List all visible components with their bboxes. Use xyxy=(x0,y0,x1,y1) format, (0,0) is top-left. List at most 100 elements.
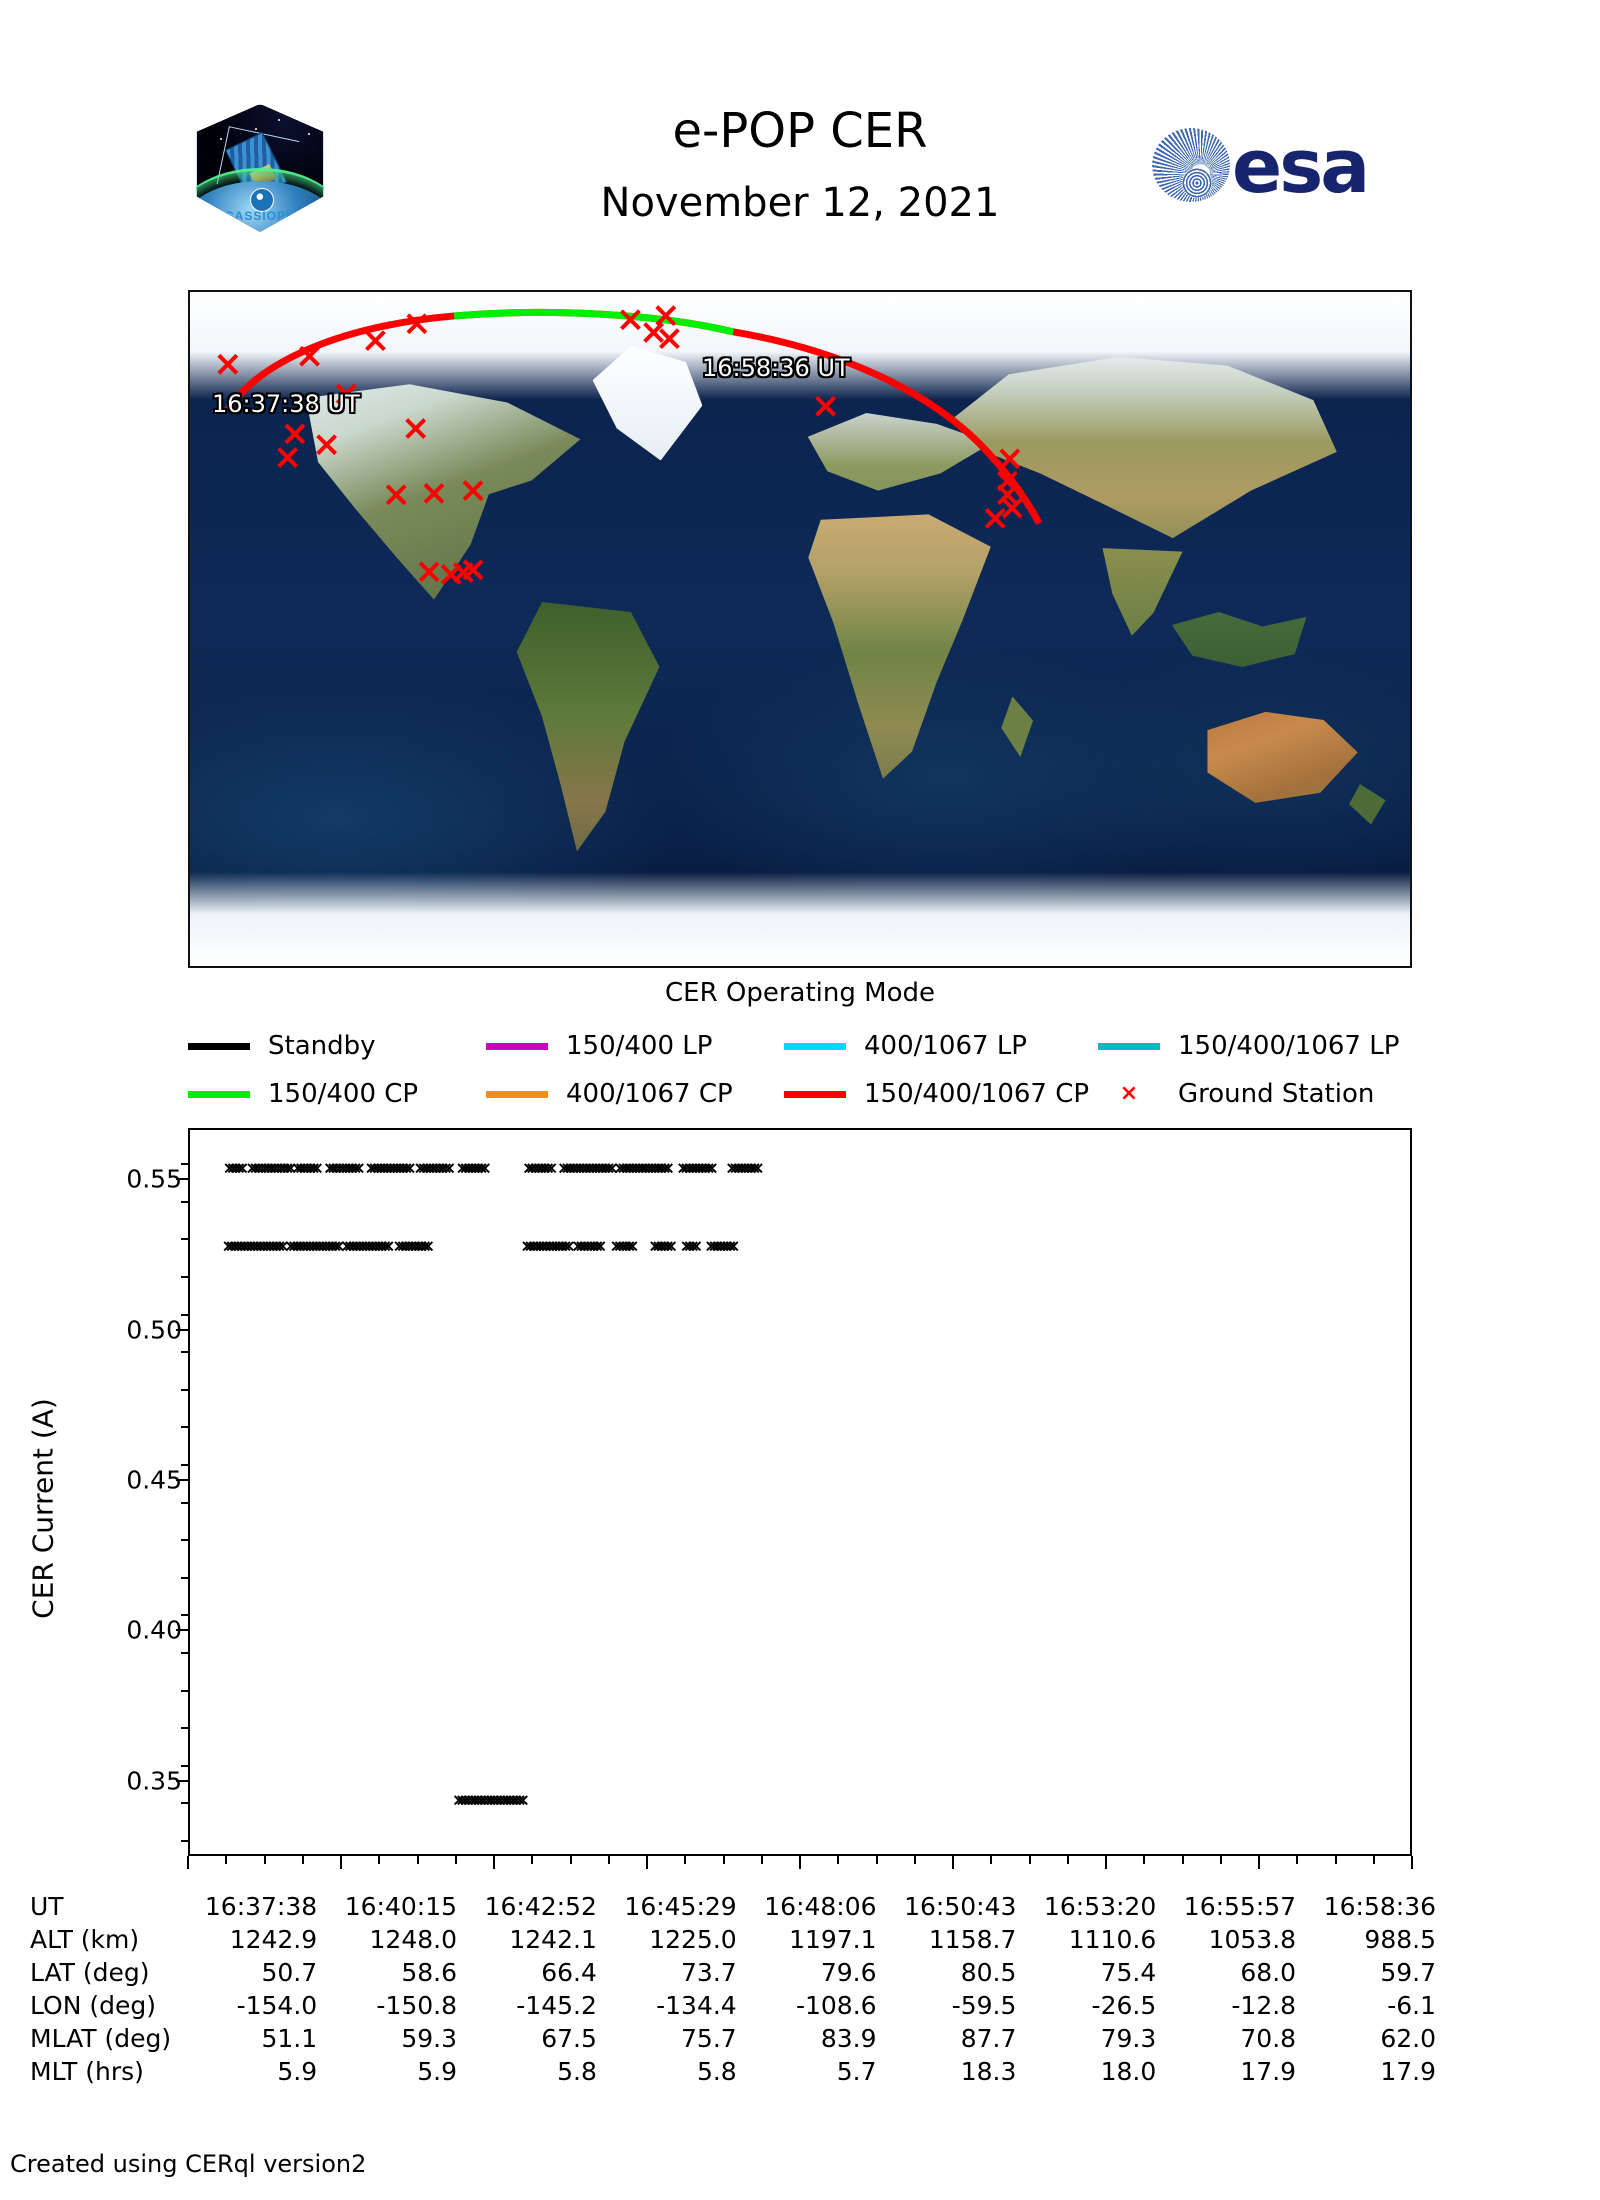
x-axis-minor-tick xyxy=(1066,1856,1069,1864)
data-point-marker: × xyxy=(373,1158,389,1179)
legend-item-label: Ground Station xyxy=(1178,1079,1375,1109)
legend-item-label: 400/1067 CP xyxy=(566,1079,733,1109)
data-point-marker: × xyxy=(365,1236,380,1257)
data-point-marker: × xyxy=(675,1158,691,1179)
y-axis-tick-label: 0.55 xyxy=(126,1164,182,1194)
data-point-marker: × xyxy=(598,1158,613,1179)
legend-item-label: 150/400 CP xyxy=(268,1079,419,1109)
data-point-marker: × xyxy=(483,1790,499,1811)
data-point-marker: × xyxy=(622,1236,637,1257)
data-point-marker: × xyxy=(302,1236,318,1257)
data-point-marker: × xyxy=(399,1158,414,1179)
data-point-marker: × xyxy=(464,1158,480,1179)
data-point-marker: × xyxy=(408,1236,423,1257)
y-axis-tick-mark xyxy=(176,1328,188,1331)
data-point-marker: × xyxy=(280,1158,295,1179)
table-row-label: UT xyxy=(30,1892,64,1921)
data-point-marker: × xyxy=(377,1158,392,1179)
data-point-marker: × xyxy=(414,1236,429,1257)
data-point-marker: × xyxy=(651,1158,666,1179)
data-point-marker: × xyxy=(293,1158,309,1179)
legend-color-swatch xyxy=(188,1090,250,1098)
data-point-marker: × xyxy=(515,1790,531,1811)
track-segment-red-east xyxy=(732,328,1043,525)
data-point-marker: × xyxy=(272,1236,287,1257)
data-point-marker: × xyxy=(654,1158,669,1179)
data-point-marker: × xyxy=(741,1158,756,1179)
data-point-marker: × xyxy=(744,1158,759,1179)
data-point-marker: × xyxy=(689,1236,704,1257)
data-point-marker: × xyxy=(604,1158,620,1179)
y-axis-minor-tick xyxy=(181,1163,188,1166)
data-point-marker: × xyxy=(685,1158,700,1179)
data-point-marker: × xyxy=(329,1158,344,1179)
data-point-marker: × xyxy=(490,1790,505,1811)
data-point-marker: × xyxy=(619,1236,634,1257)
table-row: ALT (km) 1242.9 1248.0 1242.1 1225.0 1197.1 11… xyxy=(30,1923,1442,1956)
data-point-marker: × xyxy=(332,1158,347,1179)
legend-color-swatch xyxy=(784,1090,846,1098)
data-point-marker: × xyxy=(625,1158,640,1179)
data-point-marker: × xyxy=(455,1790,470,1811)
data-point-marker: × xyxy=(349,1236,364,1257)
data-point-marker: × xyxy=(429,1158,444,1179)
plot-data-points: × × × × × × × × × × × × × × × × × × × × × × × × × × × × × × × × × × × × × × × ×… xyxy=(190,1130,1410,1854)
data-point-marker: × xyxy=(256,1236,271,1257)
x-axis-minor-tick xyxy=(416,1856,419,1864)
table-cell: 51.1 xyxy=(261,2024,318,2053)
x-axis-tick-mark xyxy=(799,1856,801,1869)
data-point-marker: × xyxy=(296,1236,311,1257)
data-point-marker: × xyxy=(395,1236,410,1257)
data-point-marker: × xyxy=(616,1158,631,1179)
data-point-marker: × xyxy=(315,1236,330,1257)
x-axis-minor-tick xyxy=(837,1856,840,1864)
data-point-marker: × xyxy=(707,1236,722,1257)
data-point-marker: × xyxy=(682,1236,697,1257)
data-point-marker: × xyxy=(402,1158,417,1179)
data-point-marker: × xyxy=(464,1790,479,1811)
data-point-marker: × xyxy=(413,1158,428,1179)
x-axis-minor-tick xyxy=(990,1856,993,1864)
table-cell: -154.0 xyxy=(236,1991,318,2020)
table-cell: 87.7 xyxy=(960,2024,1017,2053)
data-point-marker: × xyxy=(248,1158,263,1179)
x-axis-tick-mark xyxy=(493,1856,495,1869)
data-point-marker: × xyxy=(237,1236,252,1257)
ground-station-x-icon xyxy=(815,395,836,417)
data-point-marker: × xyxy=(267,1158,282,1179)
data-point-marker: × xyxy=(471,1158,486,1179)
track-segment-green xyxy=(453,308,735,336)
data-point-marker: × xyxy=(691,1158,707,1179)
data-point-marker: × xyxy=(570,1236,586,1257)
y-axis-tick-mark xyxy=(176,1629,188,1632)
table-cell: -134.4 xyxy=(656,1991,737,2020)
data-point-marker: × xyxy=(221,1236,236,1257)
x-axis-minor-tick xyxy=(607,1856,610,1864)
data-point-marker: × xyxy=(351,1158,366,1179)
x-axis-minor-tick xyxy=(1296,1856,1299,1864)
data-point-marker: × xyxy=(392,1236,407,1257)
map-end-time-label: 16:58:36 UT xyxy=(702,354,850,382)
legend-color-swatch xyxy=(188,1042,250,1050)
data-point-marker: × xyxy=(322,1158,338,1179)
data-point-marker: × xyxy=(520,1236,535,1257)
data-point-marker: × xyxy=(657,1158,672,1179)
data-point-marker: × xyxy=(342,1236,358,1257)
table-cell: 59.7 xyxy=(1380,1958,1436,1987)
data-point-marker: × xyxy=(383,1158,398,1179)
ground-station-x-icon xyxy=(620,309,641,331)
data-point-marker: × xyxy=(283,1158,298,1179)
table-cell: 1248.0 xyxy=(369,1925,458,1954)
table-cell: 68.0 xyxy=(1240,1958,1297,1987)
data-point-marker: × xyxy=(273,1158,289,1179)
data-point-marker: × xyxy=(532,1236,548,1257)
table-row: MLT (hrs) 5.9 5.9 5.8 5.8 5.7 18.3 18.0 17.9 17.9 xyxy=(30,2055,1442,2088)
data-point-marker: × xyxy=(541,1158,556,1179)
legend-color-swatch xyxy=(1098,1042,1160,1050)
x-axis-tick-mark xyxy=(1411,1856,1413,1869)
legend-row: 150/400 CP 400/1067 CP 150/400/1067 CP × Gro… xyxy=(188,1070,1412,1118)
legend-item-standby: Standby xyxy=(188,1031,376,1061)
table-cell: 17.9 xyxy=(1240,2057,1297,2086)
data-point-marker: × xyxy=(458,1790,473,1811)
data-point-marker: × xyxy=(579,1158,594,1179)
